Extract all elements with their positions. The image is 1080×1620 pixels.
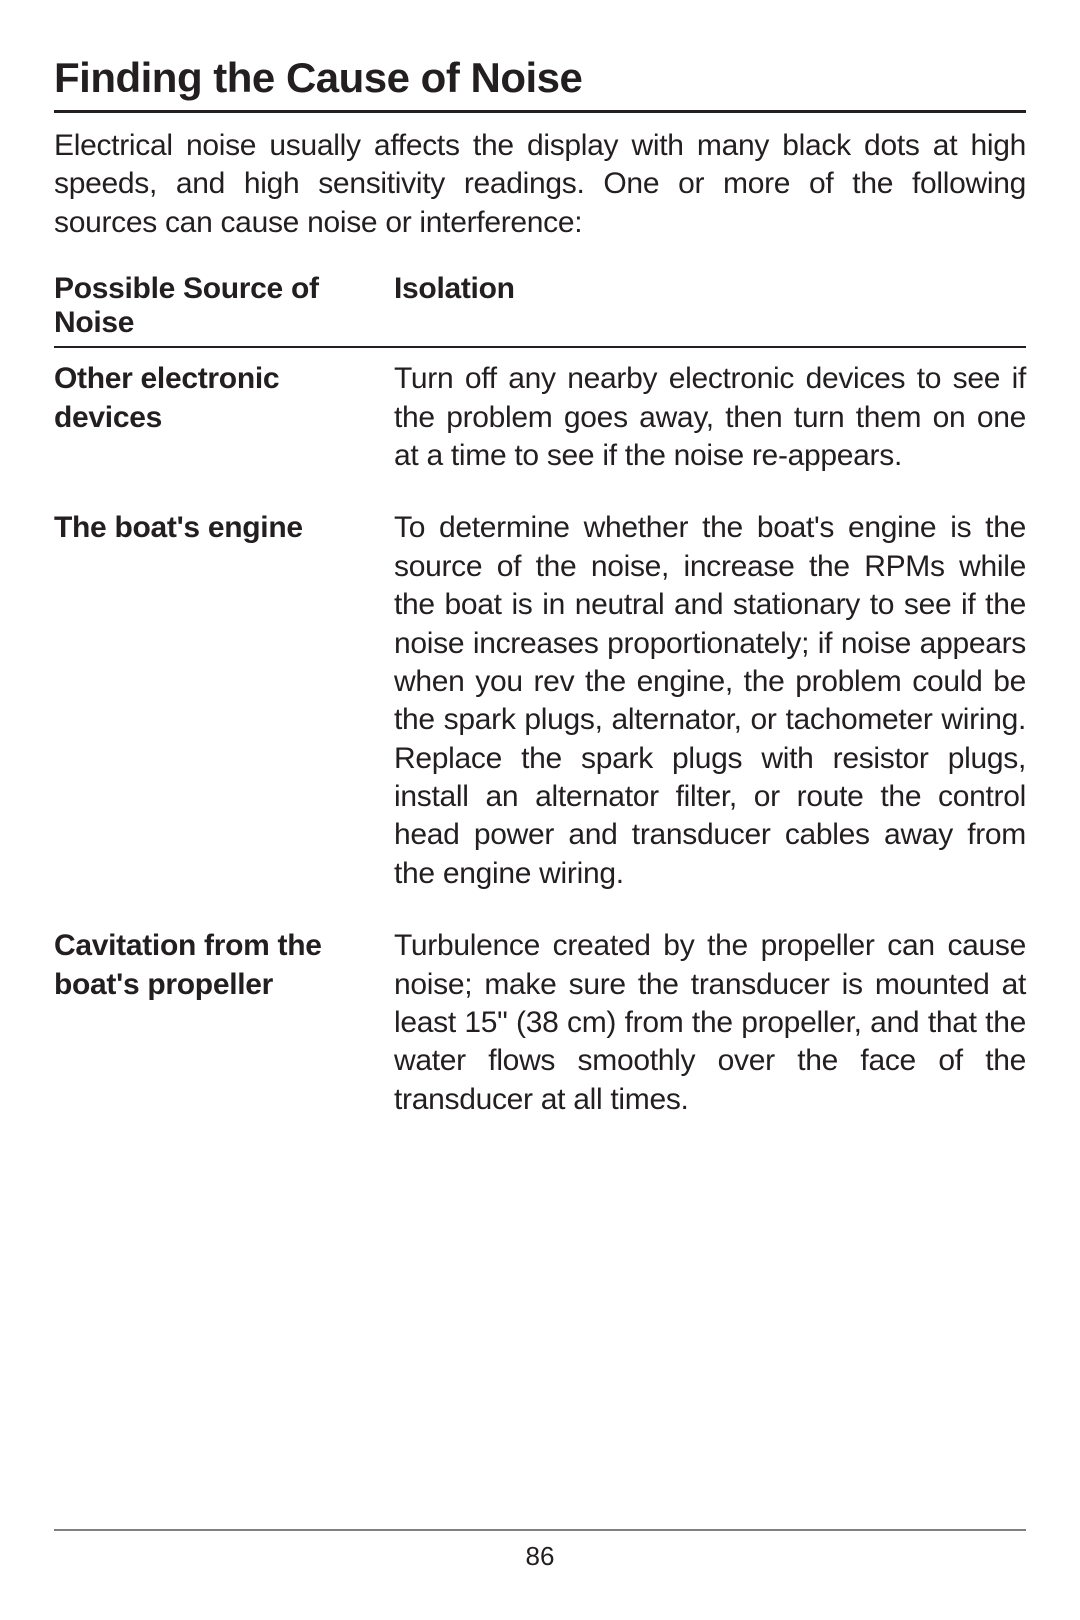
source-cell: Other electronic devices	[54, 360, 394, 475]
header-isolation: Isolation	[394, 272, 1026, 340]
page-footer: 86	[54, 1529, 1026, 1572]
title-rule	[54, 110, 1026, 113]
section-title: Finding the Cause of Noise	[54, 54, 1026, 102]
footer-rule	[54, 1529, 1026, 1531]
table-header-row: Possible Source of Noise Isolation	[54, 272, 1026, 348]
isolation-cell: To determine whether the boat's engine i…	[394, 509, 1026, 893]
table-row: Cavitation from the boat's propeller Tur…	[54, 927, 1026, 1119]
header-source: Possible Source of Noise	[54, 272, 394, 340]
intro-paragraph: Electrical noise usually affects the dis…	[54, 127, 1026, 242]
isolation-cell: Turbulence created by the propeller can …	[394, 927, 1026, 1119]
source-cell: The boat's engine	[54, 509, 394, 893]
table-row: Other electronic devices Turn off any ne…	[54, 360, 1026, 475]
noise-table: Possible Source of Noise Isolation Other…	[54, 272, 1026, 1119]
page-number: 86	[54, 1541, 1026, 1572]
table-row: The boat's engine To determine whether t…	[54, 509, 1026, 893]
source-cell: Cavitation from the boat's propeller	[54, 927, 394, 1119]
isolation-cell: Turn off any nearby electronic devices t…	[394, 360, 1026, 475]
